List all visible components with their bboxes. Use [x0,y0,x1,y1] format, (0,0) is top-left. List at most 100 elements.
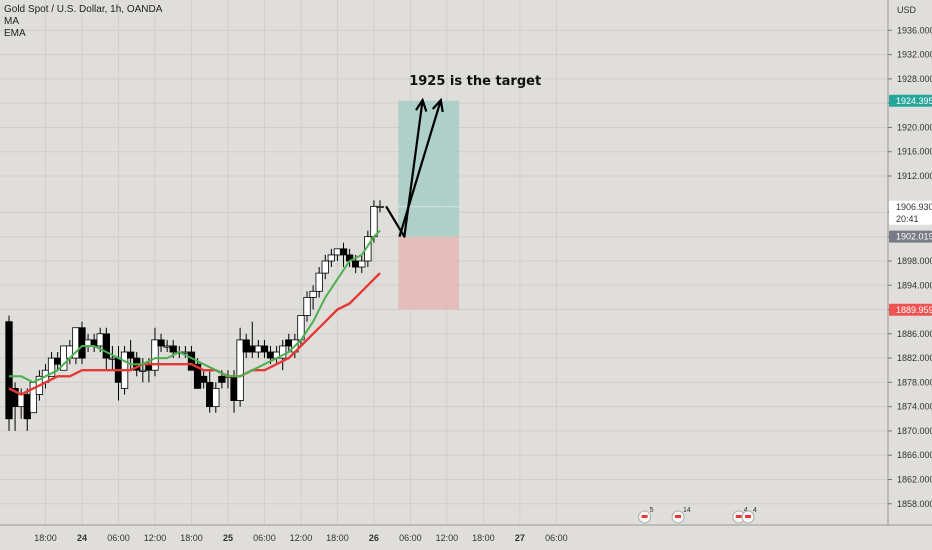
candle-body [47,357,56,377]
event-count: 5 [650,507,654,514]
time-tick-label: 18:00 [34,533,57,543]
candle-body [151,339,159,371]
time-tick-label: 12:00 [436,533,459,543]
candle-body [248,345,256,353]
arrow-head-2 [431,97,444,113]
flag-stripe [744,515,751,518]
candle-body [212,388,220,408]
time-tick-label: 26 [369,533,379,543]
candle-body [254,345,263,353]
time-tick-label: 18:00 [326,533,349,543]
price-axis[interactable]: 1858.000 1862.000 1866.000 1870.000 1874.000… [887,0,932,525]
candlestick-series [5,200,384,431]
candle-body [5,321,13,420]
time-tick-label: 25 [223,533,233,543]
candle-body [126,351,135,359]
candle-body [358,260,366,268]
arrow-path-1[interactable] [385,99,424,238]
time-tick-label: 06:00 [107,533,130,543]
price-tick-label: 1920.000 [897,122,932,132]
ma-line [9,229,381,384]
loss-zone[interactable] [398,236,460,310]
price-tick-label: 1862.000 [897,474,932,484]
time-axis[interactable]: 18:00 24 06:00 12:00 18:00 25 06:00 12:00 18:00 2… [0,524,932,543]
price-tick-label: 1866.000 [897,450,932,460]
price-tick-label: 1878.000 [897,377,932,387]
time-tick-label: 12:00 [290,533,313,543]
price-tick-label: 1882.000 [897,353,932,363]
candle-body [187,351,196,371]
currency-label: USD [897,5,917,15]
time-tick-label: 27 [515,533,525,543]
event-count: 4 [753,507,757,514]
chart-legend: Gold Spot / U.S. Dollar, 1h, OANDA MA EM… [4,4,162,40]
time-tick-label: 18:00 [472,533,495,543]
candle-body [327,254,336,262]
event-count: 4 [744,507,748,514]
candle-body [157,339,165,347]
entry-price-tag-value: 1902.019 [896,232,932,242]
price-tick-label: 1898.000 [897,256,932,266]
arrow-path-2[interactable] [398,99,442,238]
candle-body [260,345,269,353]
current-price-tag-countdown: 20:41 [896,214,919,224]
candle-body [169,345,177,353]
flag-stripe [641,515,648,518]
candle-body [303,296,311,317]
candle-body [376,205,384,208]
economic-events[interactable]: 5 14 4 4 [638,507,757,524]
candle-body [285,339,293,347]
flag-stripe [675,515,682,518]
event-badge-1[interactable]: 5 [638,507,654,524]
time-tick-label: 12:00 [144,533,167,543]
candle-body [108,357,117,360]
candle-body [17,394,25,408]
event-badge-2[interactable]: 14 [671,507,691,524]
event-badge-4[interactable]: 4 [741,507,757,524]
candle-body [266,351,275,359]
candle-body [236,339,244,401]
time-tick-label: 06:00 [545,533,568,543]
candle-body [206,381,214,408]
arrow-head-1 [415,97,428,112]
current-price-tag-value: 1906.930 [896,202,932,212]
price-tick-label: 1916.000 [897,147,932,157]
price-tick-label: 1936.000 [897,25,932,35]
candle-body [163,345,171,348]
price-tick-label: 1870.000 [897,426,932,436]
candle-body [279,345,287,359]
entry-price-tag-bg [889,230,932,243]
candle-body [315,272,323,292]
flag-stripe [735,515,742,518]
candle-body [78,327,86,359]
time-tick-label: 24 [77,533,87,543]
price-tick-label: 1932.000 [897,50,932,60]
target-annotation[interactable]: 1925 is the target [409,74,541,89]
candle-body [102,333,110,359]
price-tick-label: 1858.000 [897,499,932,509]
stop-price-tag-bg [889,303,932,316]
target-price-tag-bg [889,94,932,107]
candle-body [199,375,208,383]
position-zones[interactable] [398,100,460,310]
candle-body [352,260,360,268]
price-tick-label: 1928.000 [897,74,932,84]
price-tick-label: 1894.000 [897,280,932,290]
target-price-tag-value: 1924.395 [896,96,932,106]
candle-body [364,236,372,262]
ema-line [8,272,381,396]
indicator-ma-label[interactable]: MA [4,16,19,27]
price-tick-label: 1886.000 [897,329,932,339]
candle-body [218,375,226,383]
candle-body [96,333,104,347]
event-count: 14 [683,507,691,514]
drawn-arrows[interactable] [385,97,444,238]
candle-body [333,248,342,256]
stop-price-tag-value: 1889.959 [896,305,932,315]
time-tick-label: 06:00 [399,533,422,543]
candle-body [139,369,147,372]
candle-body [54,357,62,365]
indicator-ema-label[interactable]: EMA [4,28,26,39]
